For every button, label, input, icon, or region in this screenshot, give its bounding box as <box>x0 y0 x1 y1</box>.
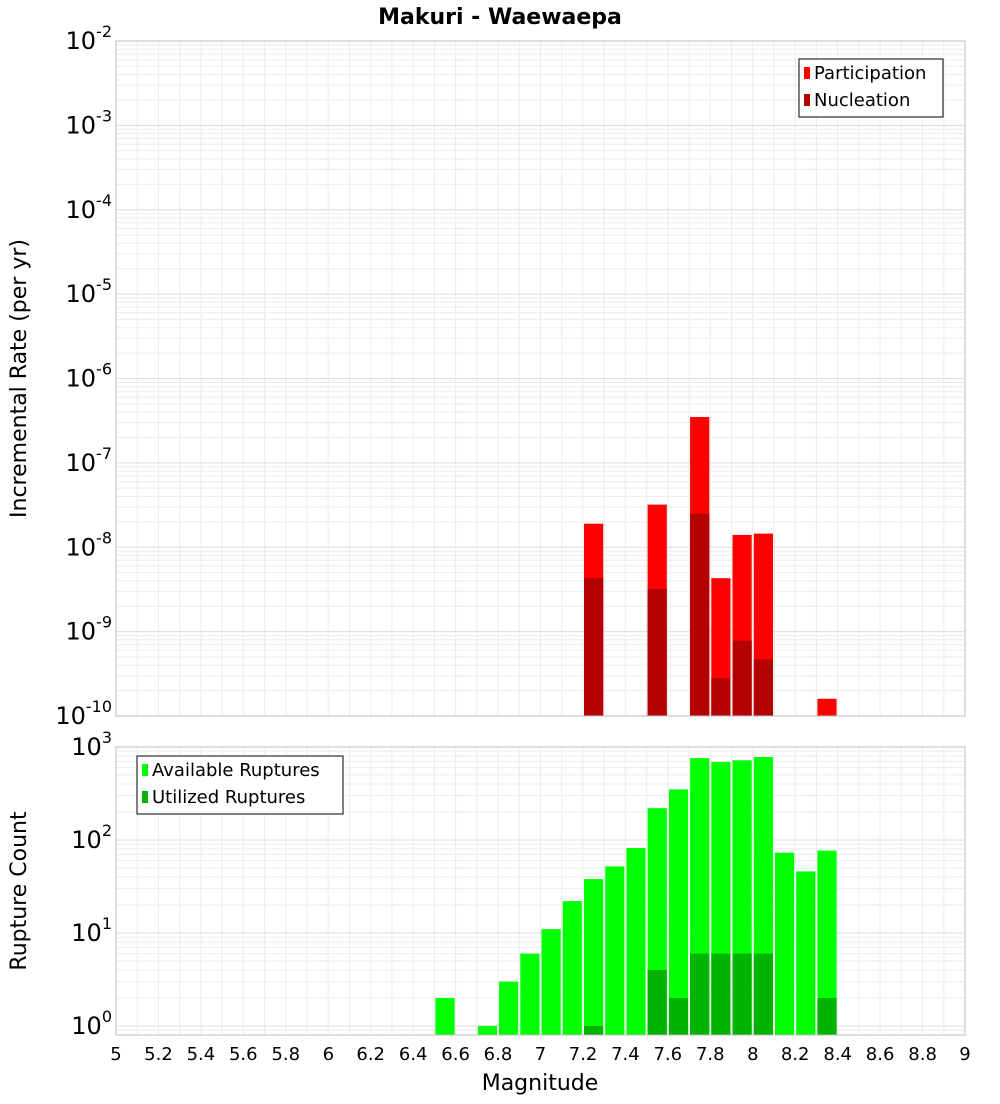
x-tick-label: 6.8 <box>484 1044 513 1065</box>
y-tick-label: 10-5 <box>66 275 113 308</box>
bar-available-ruptures <box>775 852 795 1035</box>
bar-overlay-utilized-ruptures <box>753 953 773 1035</box>
bar-overlay-nucleation <box>711 678 731 716</box>
bar-overlay-nucleation <box>647 589 667 716</box>
legend-swatch <box>142 791 148 803</box>
x-tick-label: 6 <box>323 1044 334 1065</box>
x-tick-label: 8 <box>747 1044 758 1065</box>
bar-overlay-utilized-ruptures <box>817 998 837 1035</box>
x-tick-label: 7.4 <box>611 1044 640 1065</box>
legend-label: Utilized Ruptures <box>152 787 305 808</box>
legend: Available Ruptures Utilized Ruptures <box>136 755 344 815</box>
bar-available-ruptures <box>584 879 604 1035</box>
x-tick-label: 7.6 <box>653 1044 682 1065</box>
bar-available-ruptures <box>817 850 837 1035</box>
y-tick-label: 10-7 <box>66 444 113 477</box>
x-tick-label: 5.2 <box>144 1044 173 1065</box>
bar-overlay-utilized-ruptures <box>732 953 752 1035</box>
bar-overlay-utilized-ruptures <box>690 953 710 1035</box>
bar-available-ruptures <box>520 953 540 1035</box>
x-tick-label: 7.2 <box>569 1044 598 1065</box>
bar-available-ruptures <box>668 789 689 1035</box>
panel-2: 100 101 102 103 Rupture Count 5 5.2 5.4 5.6 5.8 6 6… <box>7 728 971 1065</box>
legend-label: Available Ruptures <box>152 760 320 781</box>
bar-available-ruptures <box>499 981 519 1035</box>
x-tick-label: 9 <box>959 1044 970 1065</box>
x-axis-label: Magnitude <box>482 1071 599 1096</box>
legend-swatch <box>804 67 810 79</box>
x-tick-label: 7 <box>535 1044 546 1065</box>
y-tick-label: 10-8 <box>66 528 113 561</box>
legend-label: Nucleation <box>814 90 910 111</box>
y-tick-label: 100 <box>71 1007 112 1040</box>
y-tick-label: 10-6 <box>66 360 113 393</box>
x-tick-label: 8.8 <box>908 1044 937 1065</box>
legend-box <box>136 755 344 815</box>
bar-overlay-utilized-ruptures <box>711 953 731 1035</box>
bar-available-ruptures <box>541 929 561 1035</box>
y-tick-label: 101 <box>71 914 112 947</box>
legend-swatch <box>804 94 810 106</box>
bar-available-ruptures <box>626 848 646 1035</box>
y-axis-label: Rupture Count <box>7 811 32 971</box>
y-tick-label: 10-9 <box>66 613 113 646</box>
bar-overlay-nucleation <box>690 513 710 716</box>
chart-title: Makuri - Waewaepa <box>378 5 622 30</box>
x-tick-label: 6.2 <box>356 1044 385 1065</box>
x-tick-label: 6.4 <box>399 1044 428 1065</box>
x-tick-label: 5.8 <box>271 1044 300 1065</box>
x-tick-label: 8.2 <box>781 1044 810 1065</box>
bar-available-ruptures <box>605 866 625 1035</box>
y-tick-label: 102 <box>71 821 112 854</box>
y-tick-label: 10-2 <box>66 22 113 55</box>
bar-overlay-nucleation <box>753 659 773 716</box>
y-tick-label: 10-10 <box>55 697 112 730</box>
bar-overlay-utilized-ruptures <box>668 998 689 1035</box>
bar-available-ruptures <box>435 998 455 1035</box>
y-tick-label: 103 <box>71 728 112 761</box>
panel-1: 10-10 10-9 10-8 10-7 10-6 10-5 10-4 10-3 10-2 Inc… <box>7 22 966 730</box>
plot-frame <box>115 746 966 1036</box>
y-axis-label: Incremental Rate (per yr) <box>7 239 32 518</box>
bar-overlay-utilized-ruptures <box>584 1026 604 1035</box>
bar-available-ruptures <box>477 1026 497 1035</box>
legend-label: Participation <box>814 63 926 84</box>
bar-available-ruptures <box>796 871 816 1035</box>
x-tick-label: 5 <box>110 1044 121 1065</box>
bar-overlay-utilized-ruptures <box>647 970 667 1035</box>
bar-participation <box>817 698 837 716</box>
y-tick-label: 10-3 <box>66 106 113 139</box>
bar-overlay-nucleation <box>584 578 604 716</box>
bar-available-ruptures <box>562 901 582 1035</box>
x-tick-label: 5.4 <box>187 1044 216 1065</box>
legend: Participation Nucleation <box>798 58 944 118</box>
x-tick-label: 8.4 <box>823 1044 852 1065</box>
y-tick-label: 10-4 <box>66 191 113 224</box>
x-tick-label: 5.6 <box>229 1044 258 1065</box>
x-tick-label: 6.6 <box>441 1044 470 1065</box>
legend-box <box>798 58 944 118</box>
legend-swatch <box>142 764 148 776</box>
bar-overlay-nucleation <box>732 640 752 716</box>
x-tick-label: 7.8 <box>696 1044 725 1065</box>
plot-frame <box>115 40 966 717</box>
x-tick-label: 8.6 <box>866 1044 895 1065</box>
